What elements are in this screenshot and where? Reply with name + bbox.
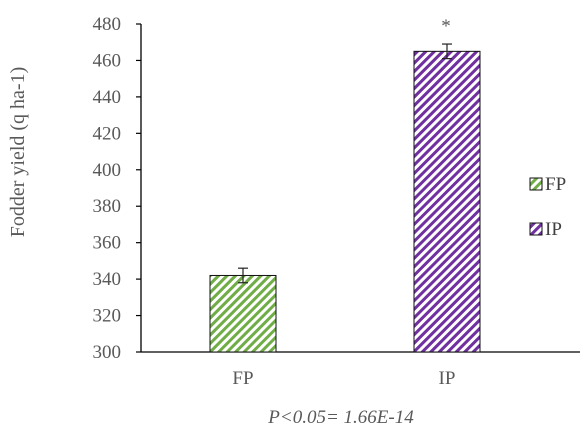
x-tick-label-ip: IP [439,368,456,389]
bars [209,50,481,353]
p-value-annotation: P<0.05= 1.66E-14 [267,407,414,428]
significance-marker: * [441,16,451,37]
legend-label-ip: IP [545,219,562,240]
y-tick-label: 320 [93,306,122,327]
legend-swatch-ip [529,222,543,236]
x-axis-ticks: FP IP [232,368,455,389]
legend-swatch-fp [529,177,543,191]
axes [140,24,580,353]
y-axis-ticks: 300 320 340 360 380 400 420 440 460 480 [93,14,141,363]
y-tick-label: 480 [93,14,122,35]
y-tick-label: 340 [93,269,122,290]
error-bars [238,43,452,284]
legend: FP IP [529,174,566,240]
y-axis-label: Fodder yield (q ha-1) [7,67,29,238]
y-tick-label: 420 [93,123,122,144]
y-tick-label: 300 [93,342,122,363]
legend-label-fp: FP [545,174,566,195]
bar-ip [413,50,481,353]
x-tick-label-fp: FP [232,368,253,389]
y-tick-label: 400 [93,160,122,181]
y-tick-label: 360 [93,233,122,254]
y-tick-label: 440 [93,87,122,108]
y-tick-label: 460 [93,50,122,71]
bar-fp [209,274,277,353]
y-tick-label: 380 [93,196,122,217]
